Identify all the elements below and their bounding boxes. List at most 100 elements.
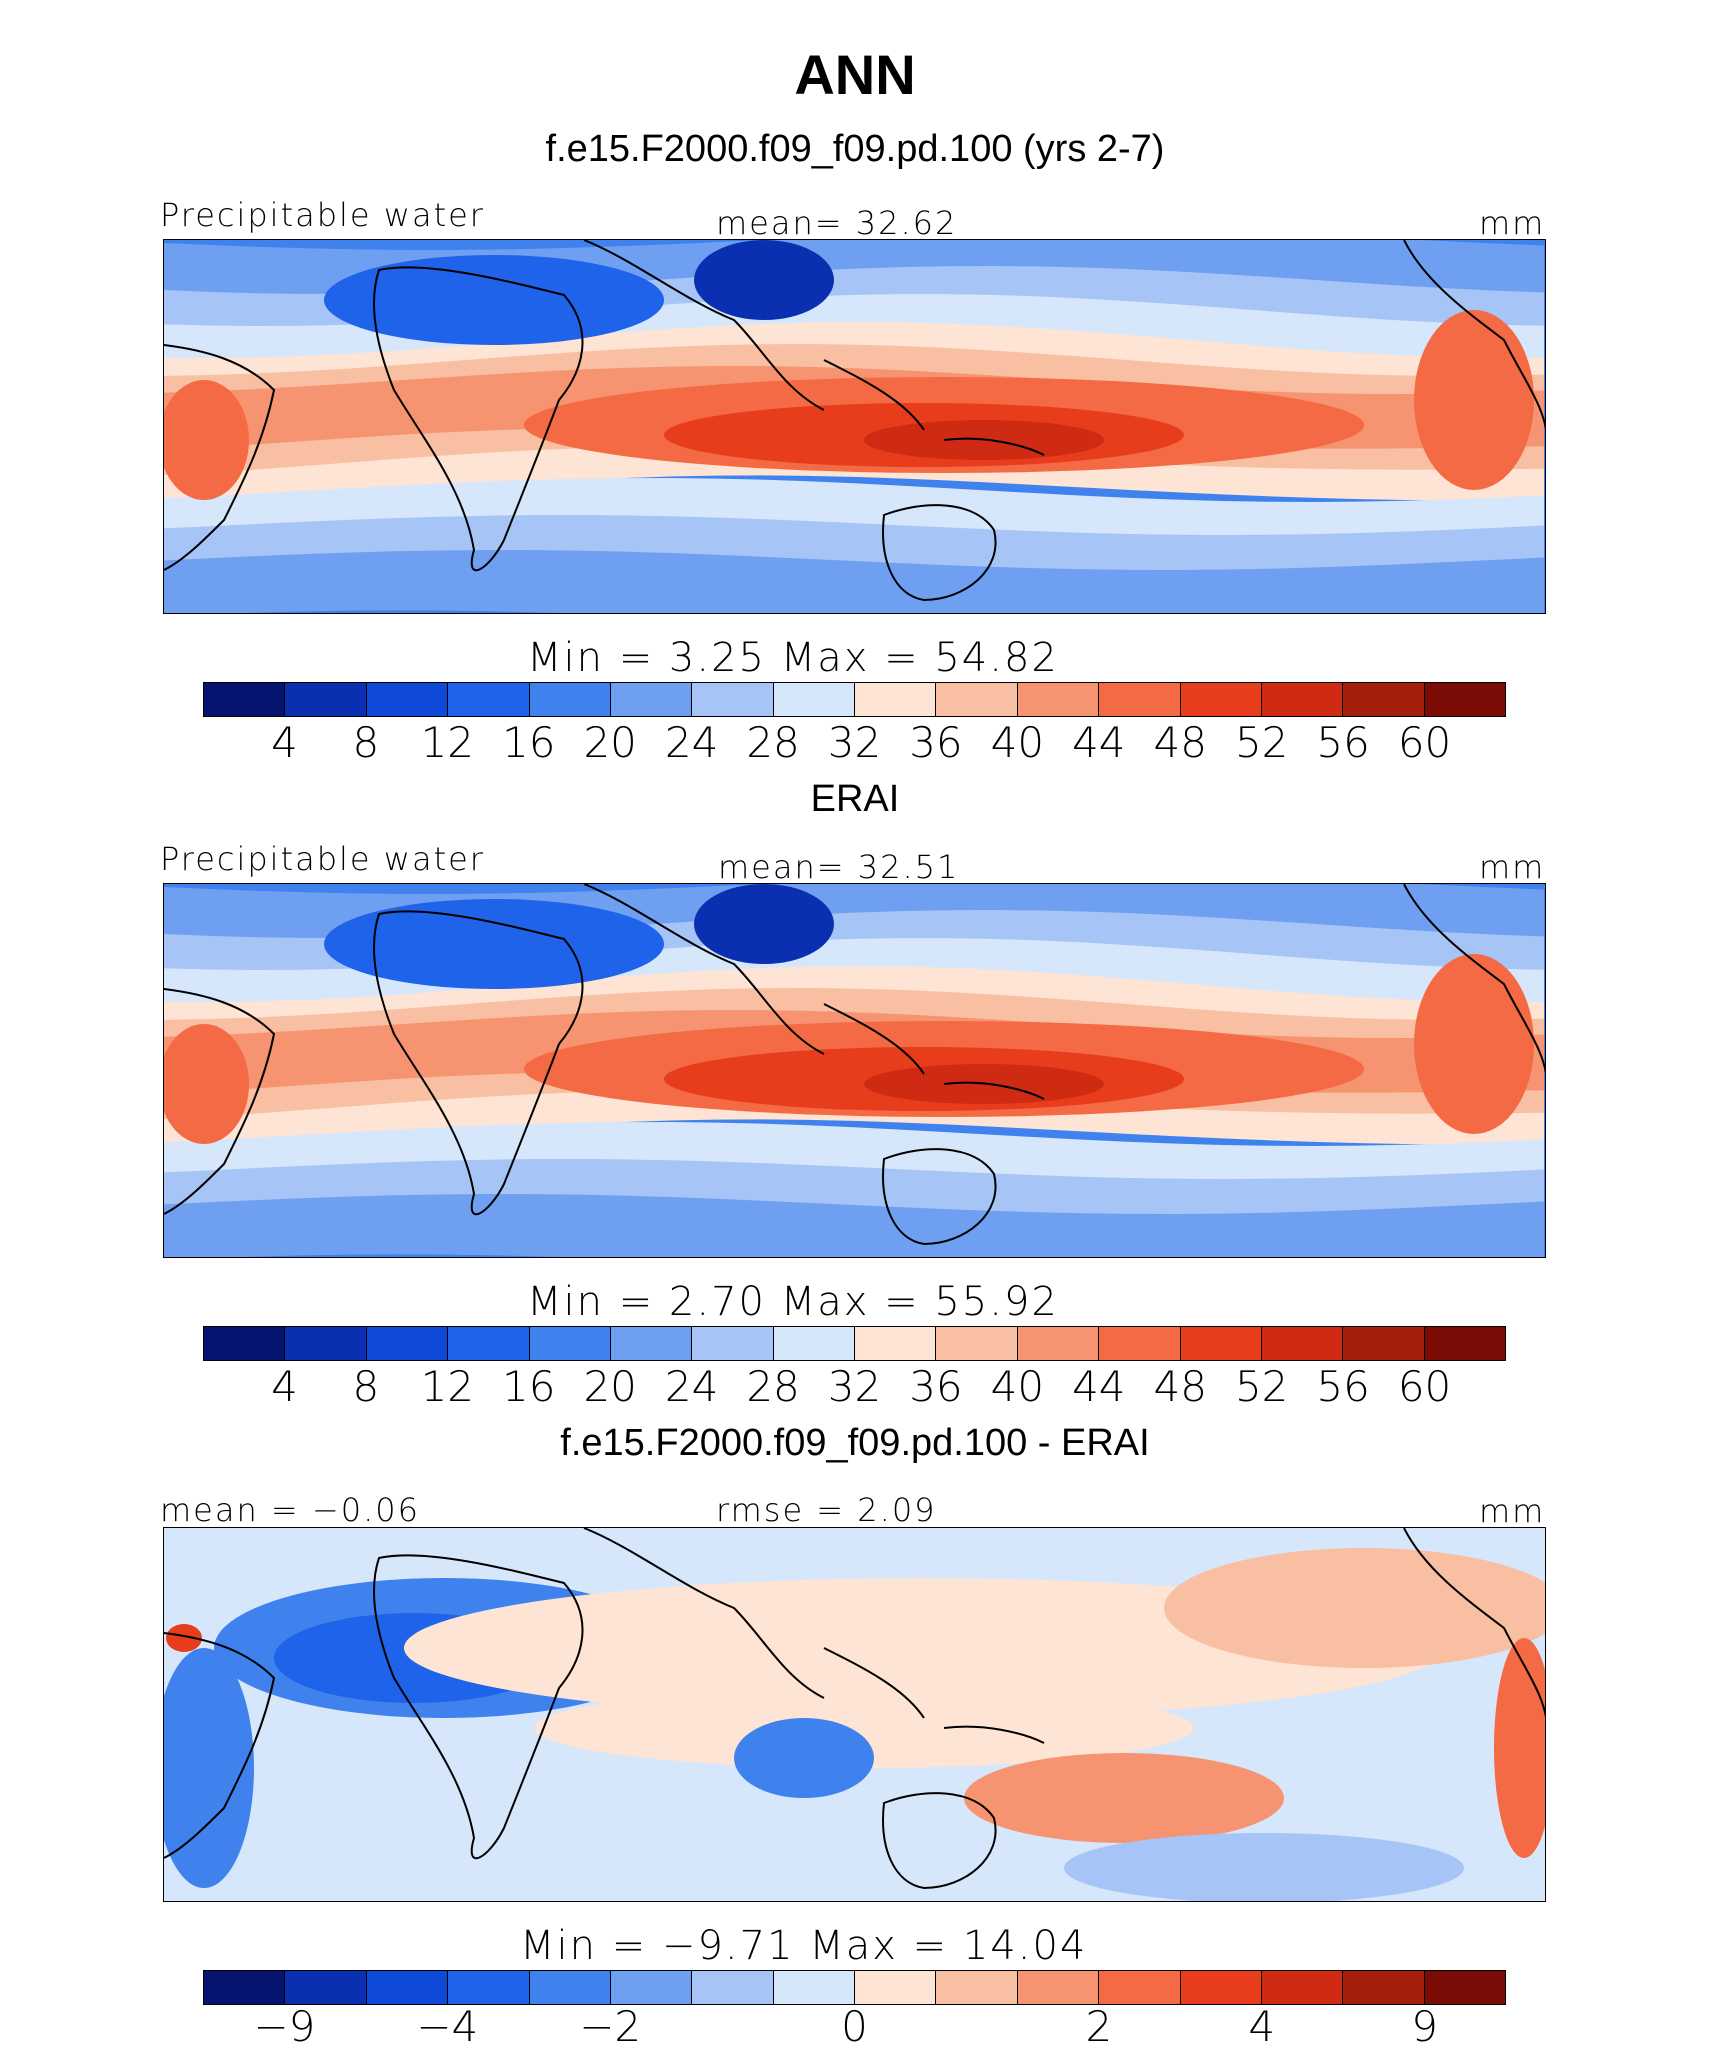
coastline xyxy=(164,988,276,1215)
colorbar-tick-label: −9 xyxy=(253,2002,316,2051)
colorbar-tick-label: 44 xyxy=(1072,1362,1126,1411)
colorbar-cell xyxy=(529,1971,611,2004)
panel-1-contour-field xyxy=(164,240,1545,613)
colorbar-cell xyxy=(1017,1971,1100,2004)
contour-region xyxy=(1164,1548,1545,1668)
panel-3-units-label: mm xyxy=(1479,1492,1546,1530)
colorbar-cell xyxy=(610,1971,693,2004)
panel-2-mean-label: mean= 32.51 xyxy=(718,848,960,886)
colorbar-cell xyxy=(1343,1971,1425,2004)
colorbar-cell xyxy=(1261,683,1344,716)
colorbar-cell xyxy=(285,1971,367,2004)
colorbar-tick-label: 16 xyxy=(502,1362,556,1411)
contour-band xyxy=(164,1194,1544,1257)
coastline xyxy=(373,910,584,1216)
panel-2-minmax: Min = 2.70 Max = 55.92 xyxy=(527,1279,1059,1325)
colorbar-tick-label: 52 xyxy=(1234,718,1289,767)
contour-region xyxy=(164,380,249,500)
coastline xyxy=(1403,884,1545,1074)
colorbar-cell xyxy=(773,1327,855,1360)
colorbar-cell xyxy=(366,683,449,716)
colorbar-tick-label: 36 xyxy=(909,1362,963,1411)
colorbar-cell xyxy=(936,1327,1018,1360)
colorbar-cell xyxy=(529,683,611,716)
colorbar-tick-label: 56 xyxy=(1316,718,1370,767)
colorbar-tick-label: 48 xyxy=(1153,718,1207,767)
colorbar-tick-label: 40 xyxy=(990,1362,1045,1411)
colorbar-tick-label: 52 xyxy=(1234,1362,1289,1411)
coastline xyxy=(373,266,584,572)
colorbar-tick-label: 56 xyxy=(1316,1362,1370,1411)
panel-2-units-label: mm xyxy=(1479,848,1546,886)
panel-3-map xyxy=(163,1527,1546,1902)
colorbar-cell xyxy=(692,1327,774,1360)
coastline xyxy=(823,1003,925,1075)
colorbar-cell xyxy=(1180,683,1262,716)
colorbar-tick-label: −2 xyxy=(579,2002,642,2051)
panel-1-units-label: mm xyxy=(1479,204,1546,242)
colorbar-tick-label: 16 xyxy=(502,718,556,767)
colorbar-cell xyxy=(1099,1327,1181,1360)
colorbar-tick-label: 24 xyxy=(664,1362,719,1411)
colorbar-cell xyxy=(1099,683,1181,716)
panel-2-colorbar xyxy=(203,1326,1506,1361)
colorbar-tick-label: 12 xyxy=(420,718,475,767)
colorbar-tick-label: −4 xyxy=(416,2002,479,2051)
colorbar-tick-label: 2 xyxy=(1085,2002,1113,2051)
coastline xyxy=(164,344,276,571)
contour-region xyxy=(734,1718,874,1798)
contour-region xyxy=(1414,954,1534,1134)
colorbar-tick-label: 9 xyxy=(1411,2002,1438,2051)
colorbar-cell xyxy=(529,1327,611,1360)
colorbar-cell xyxy=(285,1327,367,1360)
colorbar-tick-label: 20 xyxy=(583,718,637,767)
colorbar-cell xyxy=(366,1971,449,2004)
contour-band xyxy=(164,550,1544,613)
colorbar-cell xyxy=(773,1971,855,2004)
contour-region xyxy=(1064,1833,1464,1901)
contour-region xyxy=(164,1648,254,1888)
contour-region xyxy=(166,1624,202,1652)
panel-1-colorbar xyxy=(203,682,1506,717)
coastline xyxy=(164,1632,276,1859)
colorbar-cell xyxy=(1424,683,1505,716)
colorbar-cell xyxy=(692,683,774,716)
colorbar-cell xyxy=(1343,1327,1425,1360)
colorbar-cell xyxy=(855,1327,937,1360)
colorbar-cell xyxy=(610,683,693,716)
panel-1-minmax: Min = 3.25 Max = 54.82 xyxy=(527,635,1059,681)
panel-1-bands xyxy=(164,240,1545,613)
coastline xyxy=(583,884,825,1055)
colorbar-cell xyxy=(366,1327,449,1360)
coastline xyxy=(823,359,925,431)
colorbar-tick-label: 0 xyxy=(841,2002,868,2051)
panel-2-contour-field xyxy=(164,884,1545,1257)
colorbar-tick-label: 12 xyxy=(420,1362,475,1411)
colorbar-tick-label: 32 xyxy=(827,1362,882,1411)
panel-3-contour-field xyxy=(164,1528,1545,1901)
colorbar-cell xyxy=(1099,1971,1181,2004)
colorbar-cell xyxy=(936,1971,1018,2004)
panel-1-mean-label: mean= 32.62 xyxy=(716,204,958,242)
colorbar-cell xyxy=(448,683,530,716)
colorbar-tick-label: 36 xyxy=(909,718,963,767)
colorbar-tick-label: 4 xyxy=(271,718,298,767)
contour-region xyxy=(694,884,834,964)
colorbar-cell xyxy=(1343,683,1425,716)
coastline xyxy=(882,504,997,602)
coastline xyxy=(943,1725,1045,1744)
coastline xyxy=(882,1148,997,1246)
colorbar-cell xyxy=(1261,1971,1344,2004)
panel-3-bands xyxy=(164,1528,1545,1901)
colorbar-tick-label: 28 xyxy=(746,1362,800,1411)
coastline xyxy=(882,1792,997,1890)
colorbar-tick-label: 20 xyxy=(583,1362,637,1411)
panel-2-coastlines xyxy=(164,884,1545,1246)
colorbar-cell xyxy=(855,683,937,716)
colorbar-tick-label: 60 xyxy=(1397,718,1452,767)
colorbar-tick-label: 28 xyxy=(746,718,800,767)
colorbar-cell xyxy=(204,683,286,716)
colorbar-tick-label: 4 xyxy=(1248,2002,1276,2051)
colorbar-cell xyxy=(610,1327,693,1360)
colorbar-cell xyxy=(1424,1327,1505,1360)
